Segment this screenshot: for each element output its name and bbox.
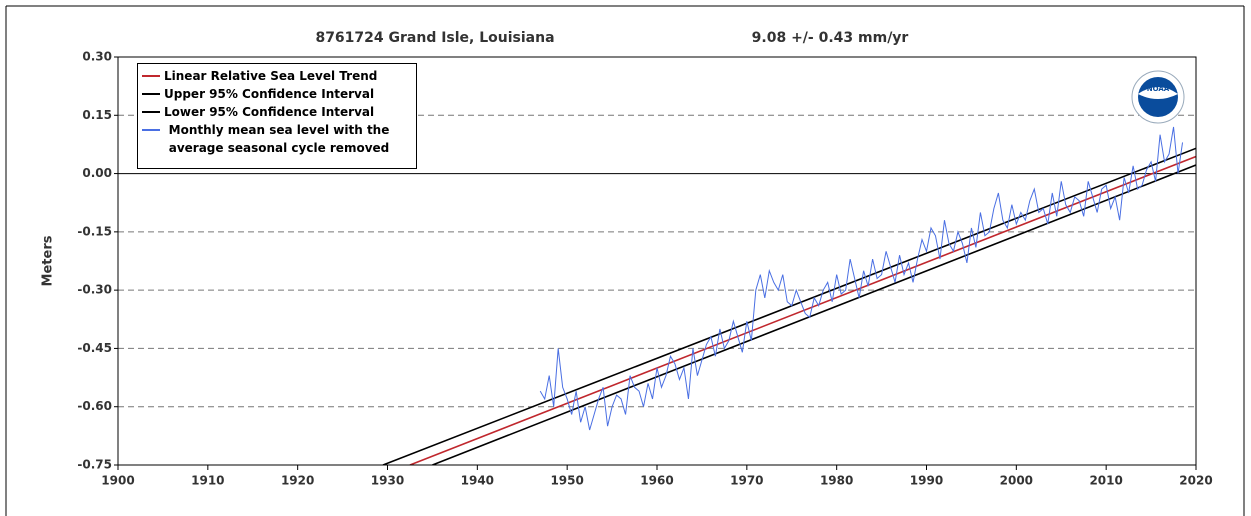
legend-item: Linear Relative Sea Level Trend [142, 67, 412, 85]
x-tick-label: 1950 [550, 474, 583, 488]
x-tick-label: 2020 [1179, 474, 1212, 488]
y-tick-label: 0.15 [82, 108, 112, 122]
x-tick-label: 1900 [101, 474, 134, 488]
legend-swatch [142, 75, 160, 77]
trend-line [382, 147, 1196, 465]
x-tick-label: 1980 [820, 474, 853, 488]
x-tick-label: 2010 [1089, 474, 1122, 488]
legend-swatch [142, 93, 160, 95]
legend-item: Monthly mean sea level with the average … [142, 121, 412, 157]
y-tick-label: 0.00 [82, 166, 112, 180]
noaa-logo: NOAA [1131, 70, 1185, 124]
chart-subtitle: 9.08 +/- 0.43 mm/yr [752, 30, 909, 46]
legend-label: Linear Relative Sea Level Trend [164, 69, 378, 83]
x-tick-label: 1970 [730, 474, 763, 488]
svg-text:NOAA: NOAA [1147, 85, 1170, 93]
y-tick-label: -0.60 [77, 399, 112, 413]
legend-label: Lower 95% Confidence Interval [164, 105, 375, 119]
legend: Linear Relative Sea Level Trend Upper 95%… [137, 63, 417, 169]
x-tick-label: 1940 [461, 474, 494, 488]
trend-line [432, 164, 1196, 465]
x-tick-label: 1910 [191, 474, 224, 488]
legend-swatch [142, 129, 160, 131]
sea-level-line [539, 126, 1184, 431]
y-axis-label: Meters [41, 235, 56, 286]
x-tick-label: 1930 [371, 474, 404, 488]
x-tick-label: 1920 [281, 474, 314, 488]
legend-swatch [142, 111, 160, 113]
legend-label: Upper 95% Confidence Interval [164, 87, 375, 101]
x-tick-label: 1960 [640, 474, 673, 488]
y-tick-label: -0.15 [77, 224, 112, 238]
trend-line [409, 155, 1196, 465]
x-tick-label: 2000 [1000, 474, 1033, 488]
y-tick-label: -0.75 [77, 458, 112, 472]
y-tick-label: -0.30 [77, 283, 112, 297]
legend-item: Upper 95% Confidence Interval [142, 85, 412, 103]
legend-item: Lower 95% Confidence Interval [142, 103, 412, 121]
x-tick-label: 1990 [910, 474, 943, 488]
chart-title: 8761724 Grand Isle, Louisiana [315, 30, 554, 46]
y-tick-label: 0.30 [82, 50, 112, 64]
y-tick-label: -0.45 [77, 341, 112, 355]
legend-label: Monthly mean sea level with the average … [168, 123, 390, 155]
